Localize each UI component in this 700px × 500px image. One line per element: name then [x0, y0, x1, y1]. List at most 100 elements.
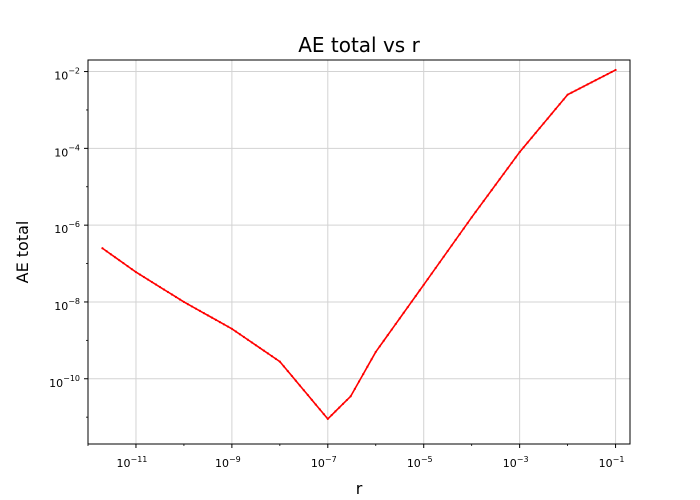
data-point	[574, 89, 577, 92]
data-point	[590, 81, 593, 84]
data-point	[398, 317, 401, 320]
data-point	[246, 338, 249, 341]
data-point	[262, 349, 265, 352]
data-point	[546, 117, 549, 120]
data-point	[349, 395, 352, 398]
data-point	[226, 325, 229, 328]
data-point	[498, 178, 501, 181]
data-point	[258, 346, 261, 350]
data-point	[101, 247, 104, 250]
data-point	[162, 288, 166, 291]
data-point	[434, 266, 437, 270]
data-point	[182, 300, 186, 304]
data-point	[274, 357, 277, 360]
data-point	[282, 365, 285, 368]
data-point	[594, 79, 597, 82]
data-point	[406, 306, 409, 309]
data-point	[454, 238, 457, 241]
y-axis-label: AE total	[13, 221, 32, 284]
data-point	[302, 389, 305, 392]
data-point	[154, 283, 158, 286]
x-tick-label: 10−11	[117, 455, 148, 470]
data-point	[470, 216, 473, 219]
x-tick-label: 10−7	[311, 455, 337, 470]
data-point	[402, 311, 405, 314]
data-point	[606, 72, 609, 76]
data-point	[222, 323, 225, 326]
series	[101, 68, 617, 421]
grid	[88, 60, 630, 444]
data-point	[334, 410, 337, 413]
data-point	[306, 393, 309, 397]
data-point	[478, 205, 481, 208]
data-point	[198, 309, 202, 313]
data-point	[522, 146, 525, 149]
data-point	[422, 283, 425, 286]
data-point	[442, 255, 445, 258]
data-point	[554, 107, 557, 111]
data-point	[174, 295, 178, 299]
data-point	[218, 320, 221, 324]
data-point	[266, 352, 269, 355]
data-point	[526, 141, 529, 144]
data-point	[130, 268, 133, 271]
x-tick-label: 10−5	[407, 455, 433, 470]
data-point	[378, 345, 381, 348]
data-point	[602, 75, 605, 78]
data-point	[538, 127, 541, 130]
data-point	[610, 70, 613, 74]
data-point	[474, 210, 477, 213]
y-tick-label: 10−6	[54, 220, 80, 236]
data-point	[578, 87, 581, 90]
data-point	[341, 402, 345, 405]
data-point	[426, 278, 429, 281]
data-point	[462, 227, 465, 230]
chart-title: AE total vs r	[298, 33, 420, 57]
data-point	[150, 280, 154, 284]
data-point	[194, 307, 198, 310]
data-point	[390, 328, 393, 331]
data-point	[366, 365, 369, 368]
data-point	[586, 83, 589, 86]
data-point	[146, 278, 150, 281]
data-point	[370, 358, 373, 361]
data-point	[254, 344, 257, 347]
data-point	[230, 327, 233, 330]
data-point	[250, 341, 253, 344]
data-point	[105, 250, 108, 253]
data-point	[466, 221, 469, 225]
data-point	[386, 334, 389, 337]
data-point	[514, 156, 517, 159]
data-point	[494, 183, 497, 186]
data-point	[330, 414, 333, 417]
data-point	[109, 253, 112, 256]
x-axis-label: r	[356, 479, 363, 498]
data-point	[238, 333, 241, 336]
data-point	[430, 272, 433, 275]
data-point	[542, 122, 545, 125]
data-point	[502, 172, 505, 175]
data-point	[582, 85, 585, 88]
data-point	[530, 136, 533, 139]
data-point	[158, 285, 162, 289]
data-point	[558, 103, 561, 106]
data-point	[562, 98, 565, 101]
data-point	[534, 131, 537, 135]
data-point	[126, 265, 129, 268]
data-point	[142, 275, 146, 279]
data-point	[518, 150, 521, 154]
data-point	[202, 312, 205, 315]
data-point	[278, 360, 281, 363]
data-point	[374, 350, 377, 354]
data-point	[345, 398, 348, 402]
data-point	[550, 112, 553, 115]
x-tick-label: 10−1	[599, 455, 625, 470]
data-point	[166, 290, 170, 294]
data-point	[570, 91, 573, 94]
data-point	[206, 314, 209, 317]
data-point	[490, 189, 493, 192]
data-point	[310, 398, 313, 401]
y-axis-ticks: 10−10 10−8 10−6 10−4 10−2	[49, 67, 88, 418]
data-point	[506, 167, 509, 170]
data-point	[234, 330, 237, 333]
